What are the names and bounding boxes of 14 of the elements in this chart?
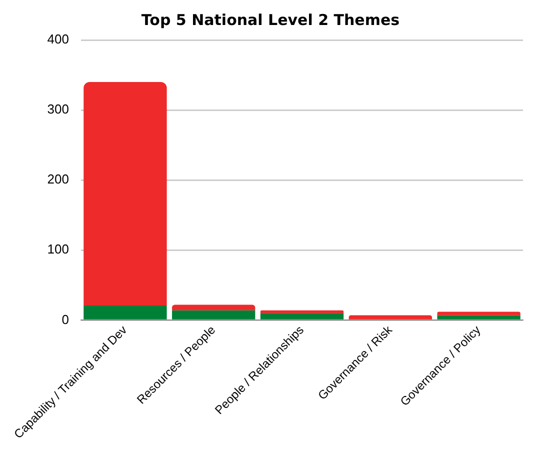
bar bbox=[84, 82, 167, 306]
y-tick-label: 400 bbox=[47, 32, 70, 47]
bar bbox=[172, 310, 256, 320]
y-tick-label: 100 bbox=[47, 242, 70, 257]
chart-title: Top 5 National Level 2 Themes bbox=[141, 10, 400, 29]
bar bbox=[84, 305, 167, 320]
bar bbox=[260, 313, 344, 320]
bar bbox=[437, 315, 520, 320]
y-tick-label: 300 bbox=[47, 102, 70, 117]
bar bbox=[437, 312, 520, 316]
y-tick-label: 200 bbox=[47, 172, 70, 187]
bar bbox=[348, 315, 432, 320]
y-tick-label: 0 bbox=[62, 312, 70, 327]
bar bbox=[172, 304, 256, 310]
